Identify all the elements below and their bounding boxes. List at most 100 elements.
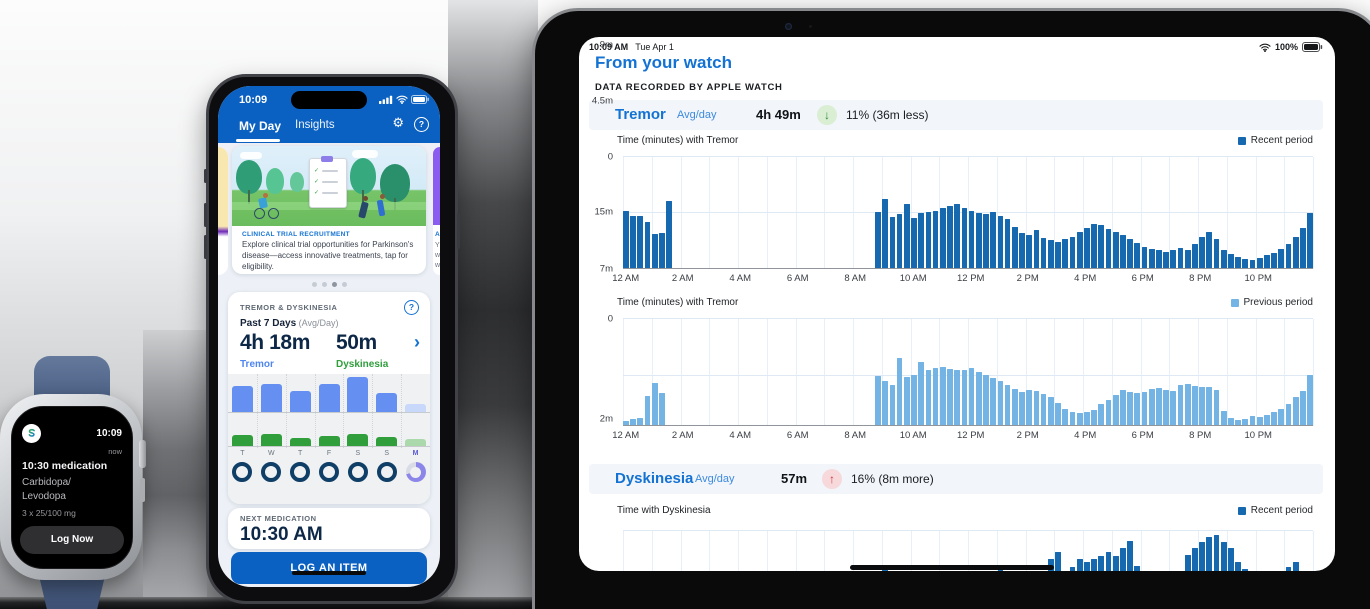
tab-insights[interactable]: Insights	[295, 119, 335, 131]
chart-legend: Recent period	[1237, 505, 1313, 516]
metric-delta: 16% (8m more)	[851, 472, 934, 486]
iphone-device: 10:09 My Day Insights ⚙ ?	[204, 74, 460, 604]
dyskinesia-value: 50m	[336, 331, 377, 354]
wifi-icon	[1259, 43, 1271, 52]
legend-swatch	[1237, 136, 1246, 145]
chart-legend: Previous period	[1230, 297, 1313, 308]
chart-legend: Recent period	[1237, 135, 1313, 146]
x-axis: 12 AM 2 AM 4 AM 6 AM 8 AM 10 AM 12 PM 2 PM 4 PM 6…	[612, 273, 1272, 284]
card-body: Explore clinical trial opportunities for…	[242, 240, 414, 271]
trend-down-icon: ↓	[817, 105, 837, 125]
iphone-screen: 10:09 My Day Insights ⚙ ?	[218, 86, 440, 587]
background-band	[448, 0, 538, 597]
page-subtitle: DATA RECORDED BY APPLE WATCH	[595, 82, 783, 93]
help-icon[interactable]: ?	[404, 300, 419, 315]
legend-label: Previous period	[1243, 297, 1313, 308]
x-axis: 12 AM 2 AM 4 AM 6 AM 8 AM 10 AM 12 PM 2 PM 4 PM 6…	[612, 430, 1272, 441]
status-time: 10:09	[239, 94, 268, 106]
trend-up-icon: ↑	[822, 469, 842, 489]
volume-up-button	[204, 203, 207, 227]
chart-title: Time (minutes) with Tremor	[617, 297, 739, 308]
illustration: ✓ ✓ ✓	[232, 146, 426, 226]
clipboard-icon: ✓ ✓ ✓	[309, 156, 347, 208]
tremor-recent-chart: Time (minutes) with Tremor Recent period…	[591, 39, 1314, 284]
active-tab-indicator	[236, 139, 280, 142]
chart-title: Time with Dyskinesia	[617, 505, 711, 516]
promo-carousel: ✓ ✓ ✓ CLINICAL TRIAL RECRUITMENT Explore…	[218, 146, 440, 276]
metric-value: 4h 49m	[756, 107, 801, 122]
chevron-right-icon[interactable]: ›	[414, 332, 420, 352]
tremor-previous-chart: Time (minutes) with Tremor Previous peri…	[594, 206, 1314, 441]
period-label: Past 7 Days (Avg/Day)	[240, 318, 339, 329]
ipad-home-indicator[interactable]	[850, 565, 1054, 570]
app-header: 10:09 My Day Insights ⚙ ?	[218, 86, 440, 143]
metric-name: Dyskinesia	[615, 470, 694, 487]
log-an-item-button[interactable]: LOG AN ITEM	[231, 552, 427, 584]
card-header: NEXT MEDICATION	[240, 514, 317, 523]
ipad-device: 10:09 AM Tue Apr 1 100% From your watch D…	[532, 8, 1370, 609]
plot-area	[623, 156, 1314, 269]
metric-name: Tremor	[615, 106, 666, 123]
tremor-summary-row[interactable]: Tremor Avg/day 4h 49m ↓ 11% (36m less)	[589, 100, 1323, 130]
drug-name-line1: Carbidopa/	[22, 477, 71, 488]
side-button[interactable]	[140, 478, 145, 502]
carousel-card-previous[interactable]	[218, 147, 228, 275]
legend-swatch	[1230, 298, 1239, 307]
metric-delta: 11% (36m less)	[846, 108, 929, 122]
cellular-icon	[379, 95, 393, 104]
wifi-icon	[396, 95, 408, 104]
chart-title: Time (minutes) with Tremor	[617, 135, 739, 146]
front-camera-icon	[785, 23, 792, 30]
clinical-trial-card[interactable]: ✓ ✓ ✓ CLINICAL TRIAL RECRUITMENT Explore…	[232, 146, 426, 274]
notification-badge: now	[108, 447, 122, 456]
legend-swatch	[1237, 506, 1246, 515]
volume-down-button	[204, 235, 207, 259]
settings-gear-icon[interactable]: ⚙	[392, 116, 404, 131]
ipad-status-bar: 10:09 AM Tue Apr 1 100%	[589, 42, 1323, 56]
background-band	[143, 330, 207, 597]
carousel-card-next[interactable]: A Y w w	[433, 147, 440, 275]
power-button	[457, 213, 460, 249]
iphone-home-indicator[interactable]	[292, 571, 366, 575]
status-date: Tue Apr 1	[635, 42, 674, 52]
battery-icon	[1302, 42, 1323, 52]
app-logo-icon	[22, 424, 41, 443]
drug-name-line2: Levodopa	[22, 491, 66, 502]
ipad-screen: 10:09 AM Tue Apr 1 100% From your watch D…	[579, 37, 1335, 571]
page-title: From your watch	[595, 53, 732, 72]
page-dot-active[interactable]	[331, 282, 337, 287]
apple-watch-device: 10:09 now 10:30 medication Carbidopa/ Le…	[0, 394, 146, 580]
watch-time: 10:09	[96, 428, 122, 439]
page-dot[interactable]	[341, 282, 347, 287]
action-button	[204, 169, 207, 183]
plot-area	[623, 530, 1314, 571]
drug-dose: 3 x 25/100 mg	[22, 508, 76, 518]
metric-avg-label: Avg/day	[695, 473, 735, 485]
sensor-dot-icon	[809, 25, 812, 28]
metric-avg-label: Avg/day	[677, 109, 717, 121]
metric-value: 57m	[781, 471, 808, 486]
battery-icon	[411, 95, 429, 104]
legend-label: Recent period	[1250, 135, 1313, 146]
plot-area	[623, 318, 1314, 426]
dyskinesia-summary-row[interactable]: Dyskinesia Avg/day 57m ↑ 16% (8m more)	[589, 464, 1323, 494]
digital-crown[interactable]	[139, 440, 146, 468]
tremor-dyskinesia-card[interactable]: TREMOR & DYSKINESIA ? Past 7 Days (Avg/D…	[228, 292, 430, 504]
notification-title: 10:30 medication	[22, 460, 108, 472]
dynamic-island	[291, 91, 367, 109]
page-dot[interactable]	[321, 282, 327, 287]
next-medication-time: 10:30 AM	[240, 524, 323, 545]
log-now-button[interactable]: Log Now	[20, 526, 124, 554]
battery-percent: 100%	[1274, 42, 1298, 52]
page-dot[interactable]	[311, 282, 317, 287]
tremor-label: Tremor	[240, 359, 274, 370]
carousel-page-dots[interactable]	[218, 282, 440, 287]
next-medication-card[interactable]: NEXT MEDICATION 10:30 AM	[228, 508, 430, 549]
watch-screen: 10:09 now 10:30 medication Carbidopa/ Le…	[11, 406, 133, 569]
help-icon[interactable]: ?	[414, 117, 429, 132]
dyskinesia-label: Dyskinesia	[336, 359, 389, 370]
tab-my-day[interactable]: My Day	[239, 119, 282, 133]
card-eyebrow: CLINICAL TRIAL RECRUITMENT	[242, 231, 350, 238]
